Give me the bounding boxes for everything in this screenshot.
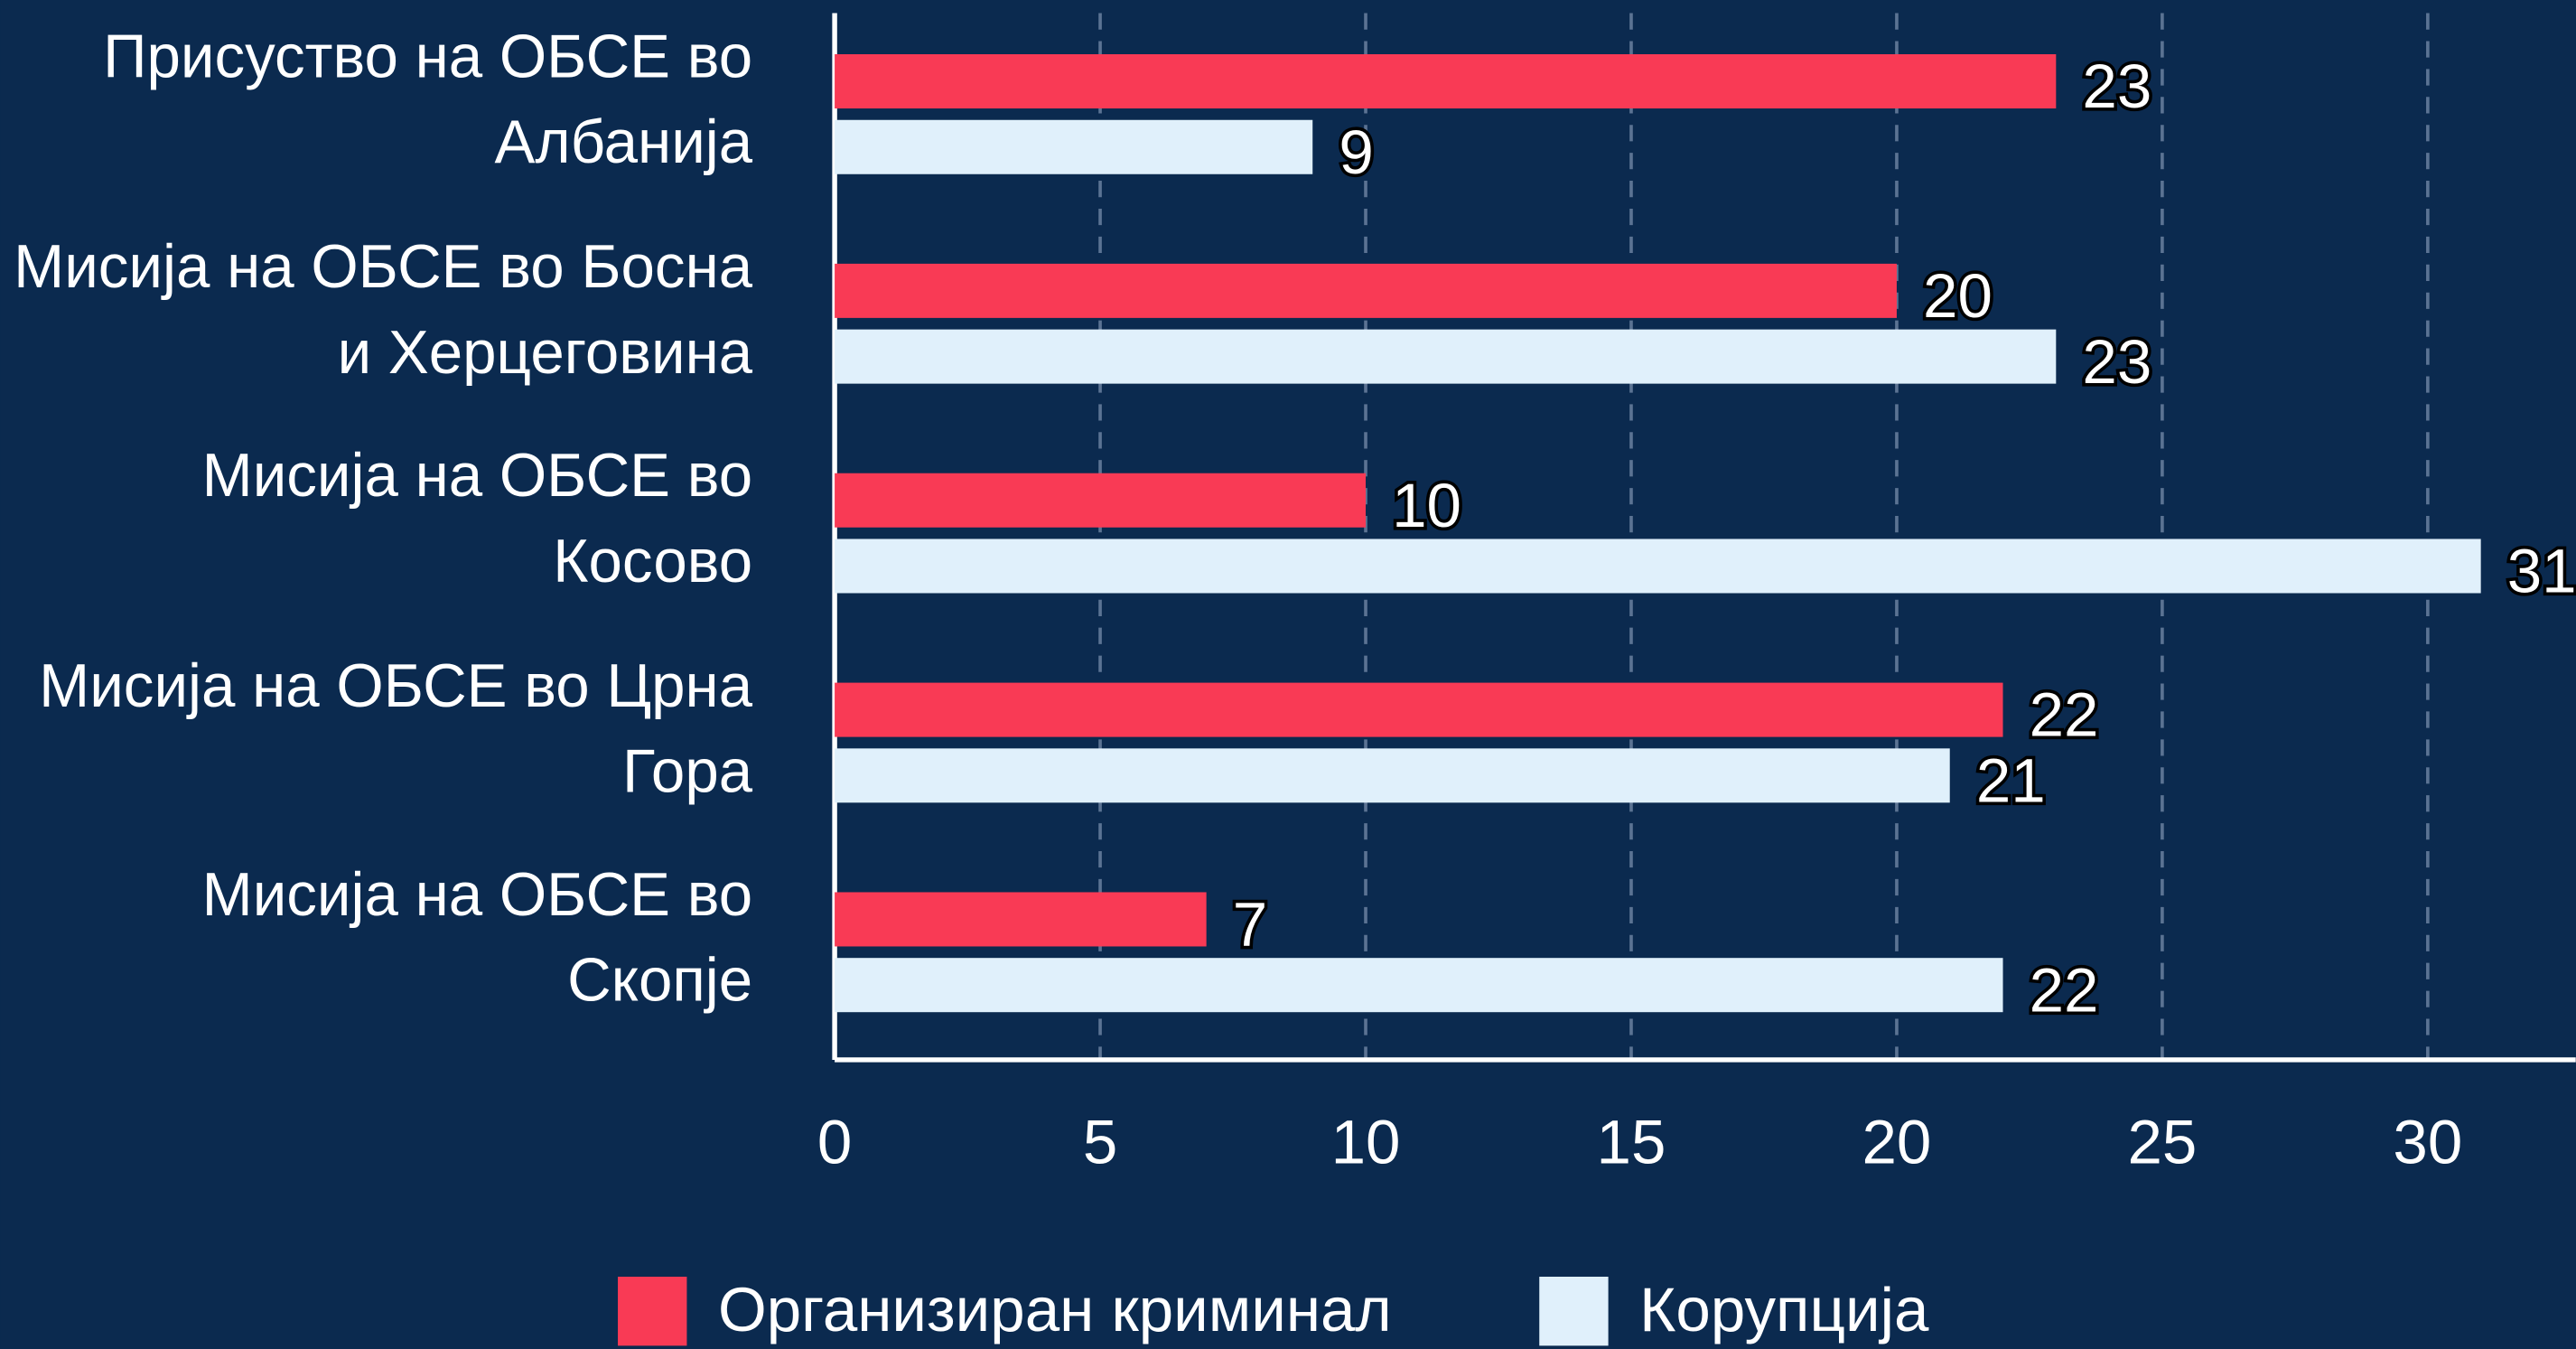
bar — [835, 892, 1207, 947]
category-text: Мисија на ОБСЕ во Косово — [201, 442, 753, 595]
category-label: Присуство на ОБСЕ во Албанија — [103, 23, 753, 176]
value-label: 7 — [1233, 889, 1267, 960]
x-tick-label: 25 — [2127, 1107, 2197, 1177]
x-tick-label: 0 — [817, 1107, 852, 1177]
bar — [835, 119, 1313, 174]
x-tick-label: 30 — [2393, 1107, 2462, 1177]
bar — [835, 958, 2003, 1013]
category-text: Мисија на ОБСЕ во Босна и Херцеговина — [14, 232, 753, 386]
legend-label: Организиран криминал — [718, 1274, 1392, 1344]
bar — [835, 54, 2057, 109]
value-label: 31 — [2507, 536, 2576, 606]
category-label: Мисија на ОБСЕ во Скопје — [201, 860, 753, 1015]
category-label: Мисија на ОБСЕ во Босна и Херцеговина — [14, 232, 753, 386]
legend-swatch — [1539, 1276, 1609, 1346]
bar — [835, 263, 1897, 318]
bar — [835, 473, 1367, 528]
value-label: 20 — [1923, 260, 1993, 331]
value-label: 22 — [2030, 679, 2099, 750]
bar — [835, 329, 2057, 384]
value-label: 23 — [2082, 51, 2151, 121]
value-label: 22 — [2030, 954, 2099, 1025]
value-label: 23 — [2082, 326, 2151, 397]
value-label: 9 — [1339, 117, 1373, 187]
value-label: 10 — [1392, 470, 1461, 540]
x-tick-label: 20 — [1862, 1107, 1932, 1177]
category-text: Мисија на ОБСЕ во Скопје — [201, 860, 753, 1015]
value-label: 21 — [1976, 745, 2046, 815]
bar — [835, 539, 2481, 594]
legend-swatch — [618, 1276, 687, 1346]
category-text: Мисија на ОБСЕ во Црна Гора — [39, 651, 753, 805]
legend-label: Корупција — [1639, 1274, 1929, 1344]
x-tick-label: 5 — [1083, 1107, 1117, 1177]
bar — [835, 748, 1950, 803]
x-tick-label: 15 — [1597, 1107, 1666, 1177]
x-tick-label: 10 — [1331, 1107, 1401, 1177]
category-label: Мисија на ОБСЕ во Косово — [201, 442, 753, 595]
category-text: Присуство на ОБСЕ во Албанија — [103, 23, 753, 176]
category-label: Мисија на ОБСЕ во Црна Гора — [39, 651, 753, 805]
bar — [835, 682, 2003, 737]
